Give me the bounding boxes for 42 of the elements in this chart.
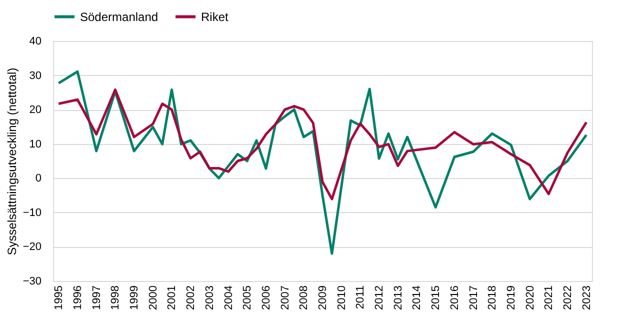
x-tick-label: 1998 bbox=[110, 286, 122, 310]
x-tick-label: 2017 bbox=[468, 286, 480, 310]
x-tick-label: 2010 bbox=[336, 286, 348, 310]
x-tick-label: 1999 bbox=[128, 286, 141, 310]
y-tick-label: −10 bbox=[22, 206, 42, 219]
x-tick-label: 2019 bbox=[505, 286, 518, 310]
x-tick-label: 2011 bbox=[354, 286, 367, 310]
x-tick-label: 2009 bbox=[317, 286, 329, 310]
y-tick-label: 30 bbox=[29, 70, 42, 82]
x-tick-label: 2018 bbox=[486, 286, 499, 310]
x-tick-label: 2012 bbox=[374, 286, 386, 310]
y-tick-label: 10 bbox=[29, 138, 42, 150]
x-tick-label: 2000 bbox=[147, 286, 160, 310]
y-tick-label: 0 bbox=[35, 172, 42, 185]
x-tick-label: 2007 bbox=[279, 286, 292, 310]
x-tick-label: 2004 bbox=[222, 286, 235, 310]
y-tick-label: 20 bbox=[29, 104, 42, 116]
line-series bbox=[57, 70, 588, 255]
x-tick-label: 2006 bbox=[260, 286, 272, 310]
line-series bbox=[57, 88, 588, 200]
x-tick-label: 2015 bbox=[430, 286, 442, 310]
legend-label: Riket bbox=[201, 10, 230, 24]
x-tick-label: 2022 bbox=[562, 286, 574, 310]
x-tick-label: 2002 bbox=[185, 286, 198, 310]
x-tick-label: 2008 bbox=[298, 286, 310, 310]
x-tick-label: 1995 bbox=[53, 286, 66, 310]
legend-label: Södermanland bbox=[80, 10, 158, 24]
y-axis-title: Sysselsättningsutveckling (nettotal) bbox=[4, 68, 19, 256]
x-tick-label: 2013 bbox=[392, 286, 404, 310]
x-tick-label: 2001 bbox=[166, 286, 178, 310]
y-tick-label: 40 bbox=[29, 36, 42, 48]
x-tick-label: 2023 bbox=[580, 286, 593, 310]
x-tick-label: 2021 bbox=[543, 286, 556, 310]
x-tick-label: 2016 bbox=[448, 286, 461, 310]
x-tick-label: 2003 bbox=[204, 286, 216, 310]
y-tick-label: −30 bbox=[22, 276, 42, 288]
y-tick-label: −20 bbox=[22, 241, 42, 254]
x-tick-label: 2020 bbox=[524, 286, 536, 310]
x-tick-label: 1997 bbox=[90, 286, 103, 310]
x-tick-label: 2005 bbox=[242, 286, 254, 310]
x-tick-label: 2014 bbox=[411, 286, 424, 310]
x-tick-label: 1996 bbox=[72, 286, 84, 310]
